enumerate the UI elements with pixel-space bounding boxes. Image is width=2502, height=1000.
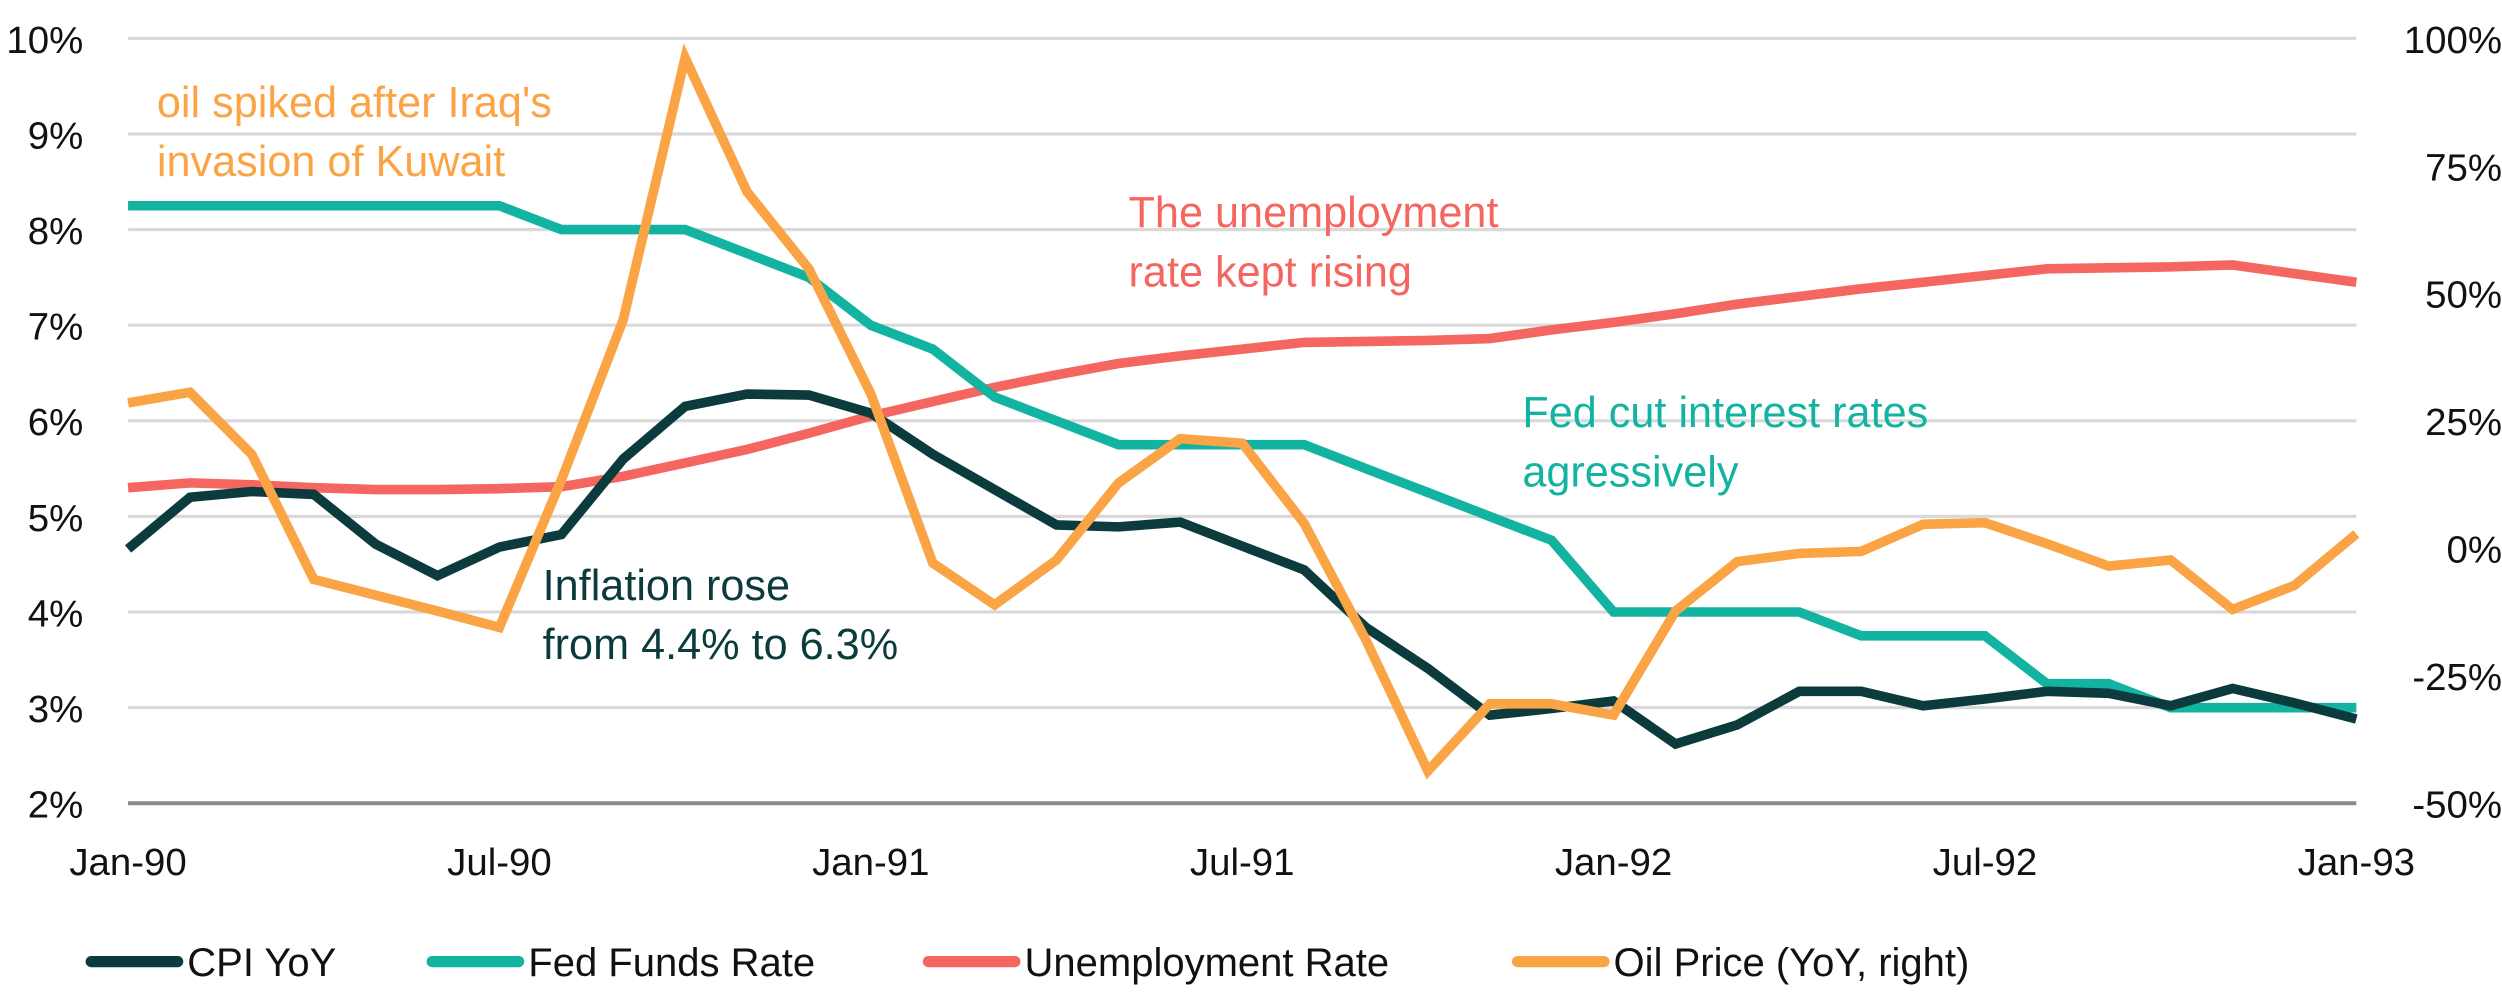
legend-label: Oil Price (YoY, right): [1614, 941, 1970, 985]
left-axis-ticks: 10% 9% 8% 7% 6% 5% 4% 3% 2%: [6, 19, 83, 827]
y-tick-label: 5%: [28, 497, 84, 540]
annotation-fed: Fed cut interest rates agressively: [1522, 389, 1940, 496]
legend-item-oil-price-yoy-right: Oil Price (YoY, right): [1511, 941, 1970, 985]
legend-label: CPI YoY: [187, 941, 336, 985]
y2-tick-label: 25%: [2425, 401, 2502, 444]
y-tick-label: 6%: [28, 401, 84, 444]
annotation-fed-line-1: Fed cut interest rates: [1522, 389, 1928, 437]
legend-item-cpi-yoy: CPI YoY: [85, 941, 336, 985]
y-tick-label: 7%: [28, 306, 84, 349]
annotation-inflation: Inflation rose from 4.4% to 6.3%: [543, 562, 898, 669]
annotation-oil-line-1: oil spiked after Iraq's: [157, 79, 552, 127]
legend-item-fed-funds-rate: Fed Funds Rate: [426, 941, 815, 985]
annotation-oil-line-2: invasion of Kuwait: [157, 138, 505, 186]
right-axis-ticks: 100% 75% 50% 25% 0% -25% -50%: [2404, 19, 2502, 827]
x-tick-label: Jan-92: [1555, 841, 1672, 884]
legend-label: Unemployment Rate: [1024, 941, 1389, 985]
y2-tick-label: 0%: [2446, 529, 2502, 572]
series-line-cpi-yoy: [124, 389, 2358, 750]
y2-tick-label: 75%: [2425, 146, 2502, 189]
y-tick-label: 3%: [28, 688, 84, 731]
x-tick-label: Jul-91: [1190, 841, 1295, 884]
annotation-oil: oil spiked after Iraq's invasion of Kuwa…: [157, 79, 564, 186]
y-tick-label: 10%: [6, 19, 83, 62]
x-tick-label: Jul-92: [1933, 841, 2038, 884]
legend-label: Fed Funds Rate: [528, 941, 815, 985]
annotation-fed-line-2: agressively: [1522, 448, 1739, 496]
series-line-oil-price-yoy-right: [127, 43, 2360, 780]
x-axis-ticks: Jan-90 Jul-90 Jan-91 Jul-91 Jan-92 Jul-92 Jan-…: [69, 841, 2415, 884]
annotation-inflation-line-2: from 4.4% to 6.3%: [543, 621, 898, 669]
annotation-unemployment: The unemployment rate kept rising: [1129, 189, 1511, 296]
annotation-unemployment-line-2: rate kept rising: [1129, 248, 1412, 296]
annotation-unemployment-line-1: The unemployment: [1129, 189, 1499, 237]
y-tick-label: 9%: [28, 114, 84, 157]
x-tick-label: Jul-90: [447, 841, 552, 884]
series-lines: [124, 43, 2360, 780]
x-tick-label: Jan-91: [812, 841, 929, 884]
y2-tick-label: 50%: [2425, 274, 2502, 317]
y-tick-label: 4%: [28, 592, 84, 635]
annotation-inflation-line-1: Inflation rose: [543, 562, 790, 610]
legend: CPI YoY Fed Funds Rate Unemployment Rate Oi…: [85, 941, 1970, 985]
legend-item-unemployment-rate: Unemployment Rate: [922, 941, 1389, 985]
y2-tick-label: -50%: [2412, 784, 2502, 827]
x-tick-label: Jan-93: [2298, 841, 2415, 884]
gridlines: [128, 36, 2357, 806]
series-line-unemployment-rate: [127, 260, 2357, 495]
y2-tick-label: -25%: [2412, 656, 2502, 699]
y2-tick-label: 100%: [2404, 19, 2502, 62]
y-tick-label: 2%: [28, 784, 84, 827]
y-tick-label: 8%: [28, 210, 84, 253]
annotations: oil spiked after Iraq's invasion of Kuwa…: [157, 79, 1940, 669]
x-tick-label: Jan-90: [69, 841, 186, 884]
